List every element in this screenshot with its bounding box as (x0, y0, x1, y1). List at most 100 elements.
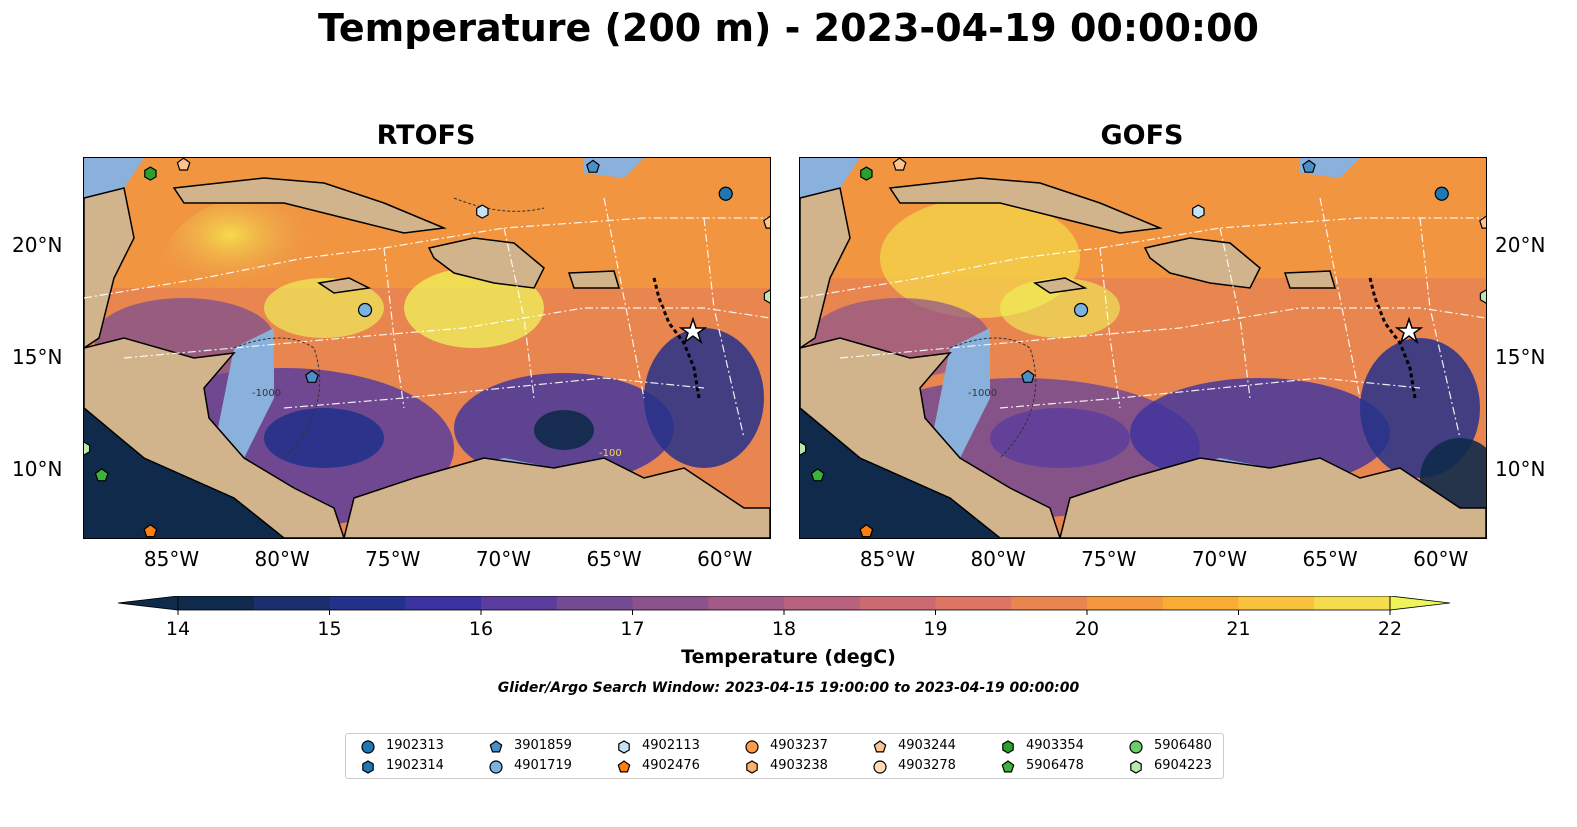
colorbar-bin (708, 596, 785, 610)
colorbar-bin (1314, 596, 1391, 610)
legend-label: 5906480 (1154, 738, 1212, 753)
colorbar-bin (405, 596, 482, 610)
float-markers (800, 158, 1486, 538)
circle-marker-icon (489, 760, 503, 774)
lon-tick-label: 70°W (1191, 547, 1248, 571)
legend-label: 4903354 (1026, 738, 1084, 753)
float-marker-4902113[interactable] (476, 204, 489, 219)
legend-label: 4902476 (642, 758, 700, 773)
lon-tick-label: 65°W (1302, 547, 1358, 571)
colorbar: 14 15 16 17 18 19 20 21 22 (117, 596, 1451, 640)
legend-label: 4903278 (898, 758, 956, 773)
colorbar-tick-label: 16 (469, 618, 493, 640)
lat-tick-label: 20°N (1495, 233, 1546, 258)
lon-tick-label: 60°W (697, 547, 753, 571)
float-marker-6904223[interactable] (800, 441, 807, 456)
legend-label: 6904223 (1154, 758, 1212, 773)
colorbar-bin (556, 596, 633, 610)
lon-tick-label: 80°W (970, 547, 1026, 571)
lon-tick-label: 60°W (1413, 547, 1469, 571)
lon-tick-label: 70°W (475, 547, 532, 571)
lat-tick-label: 10°N (12, 456, 63, 481)
colorbar-extend-min (117, 596, 179, 611)
colorbar-tick-label: 17 (620, 618, 644, 640)
colorbar-label: Temperature (degC) (681, 646, 896, 668)
float-marker-4903244[interactable] (892, 158, 907, 171)
legend-label: 4903238 (770, 758, 828, 773)
colorbar-bin (329, 596, 406, 610)
float-marker-4901719[interactable] (357, 302, 373, 318)
colorbar-bin (1162, 596, 1239, 610)
circle-marker-icon (1129, 740, 1143, 754)
legend-label: 5906478 (1026, 758, 1084, 773)
float-marker-6904223[interactable] (763, 289, 770, 304)
colorbar-tick-label: 15 (317, 618, 341, 640)
float-marker-4902113[interactable] (1192, 204, 1205, 219)
circle-marker-icon (745, 740, 759, 754)
map-panel-gofs[interactable]: -1000 (799, 157, 1487, 539)
colorbar-tick-label: 21 (1226, 618, 1250, 640)
colorbar-extend-max (1389, 596, 1451, 611)
lon-tick-label: 80°W (254, 547, 310, 571)
colorbar-bin (178, 596, 255, 610)
circle-marker-icon (873, 760, 887, 774)
colorbar-bin (481, 596, 558, 610)
float-marker-6904223[interactable] (84, 441, 91, 456)
map-gofs: -1000 (800, 158, 1486, 538)
circle-marker-icon (361, 740, 375, 754)
legend-label: 1902313 (386, 738, 444, 753)
colorbar-bin (859, 596, 936, 610)
float-marker-1902313[interactable] (1434, 186, 1449, 201)
colorbar-bin (1087, 596, 1164, 610)
float-marker-4903354[interactable] (144, 166, 157, 181)
legend-label: 3901859 (514, 738, 572, 753)
pentagon-marker-icon (617, 760, 631, 773)
colorbar-bin (935, 596, 1012, 610)
lat-tick-label: 20°N (12, 233, 63, 258)
hexagon-marker-icon (1130, 760, 1142, 774)
colorbar-bin (253, 596, 330, 610)
float-marker-1902313[interactable] (718, 186, 733, 201)
lon-tick-label: 85°W (859, 547, 916, 571)
colorbar-tick-label: 18 (772, 618, 796, 640)
panel-title-gofs: GOFS (1100, 120, 1184, 151)
float-marker-4901719[interactable] (1073, 302, 1089, 318)
float-marker-3901859[interactable] (1020, 369, 1035, 383)
legend: 1902313 1902314 3901859 4901719 4902113 49024… (345, 733, 1224, 779)
float-marker-4903244[interactable] (1479, 215, 1486, 229)
float-marker-5906478[interactable] (94, 468, 109, 482)
figure-title: Temperature (200 m) - 2023-04-19 00:00:0… (317, 6, 1259, 50)
hexagon-marker-icon (362, 760, 374, 774)
float-marker-4902476[interactable] (859, 524, 874, 538)
float-marker-3901859[interactable] (304, 369, 319, 383)
colorbar-tick-label: 19 (923, 618, 947, 640)
legend-label: 4901719 (514, 758, 572, 773)
hexagon-marker-icon (1002, 740, 1014, 754)
colorbar-bin (1011, 596, 1088, 610)
float-marker-3901859[interactable] (586, 159, 600, 173)
pentagon-marker-icon (1001, 760, 1015, 773)
float-marker-4903244[interactable] (176, 158, 191, 171)
colorbar-tick-label: 20 (1075, 618, 1099, 640)
float-marker-6904223[interactable] (1479, 289, 1486, 304)
lat-tick-label: 15°N (1495, 345, 1546, 370)
float-marker-5906478[interactable] (810, 468, 825, 482)
colorbar-bin (1238, 596, 1315, 610)
float-marker-4902476[interactable] (143, 524, 158, 538)
legend-label: 4903237 (770, 738, 828, 753)
legend-label: 1902314 (386, 758, 444, 773)
hexagon-marker-icon (746, 760, 758, 774)
map-rtofs: -1000 -100 (84, 158, 770, 538)
map-panel-rtofs[interactable]: -1000 -100 (83, 157, 771, 539)
float-marker-4903354[interactable] (860, 166, 873, 181)
lat-tick-label: 15°N (12, 345, 63, 370)
legend-label: 4902113 (642, 738, 700, 753)
star-marker (678, 316, 708, 345)
contour-label: -1000 (252, 388, 281, 399)
panel-title-rtofs: RTOFS (376, 120, 476, 151)
lon-tick-label: 65°W (586, 547, 642, 571)
colorbar-bin (632, 596, 709, 610)
float-marker-4903244[interactable] (763, 215, 770, 229)
float-marker-3901859[interactable] (1302, 159, 1316, 173)
colorbar-bin (784, 596, 861, 610)
